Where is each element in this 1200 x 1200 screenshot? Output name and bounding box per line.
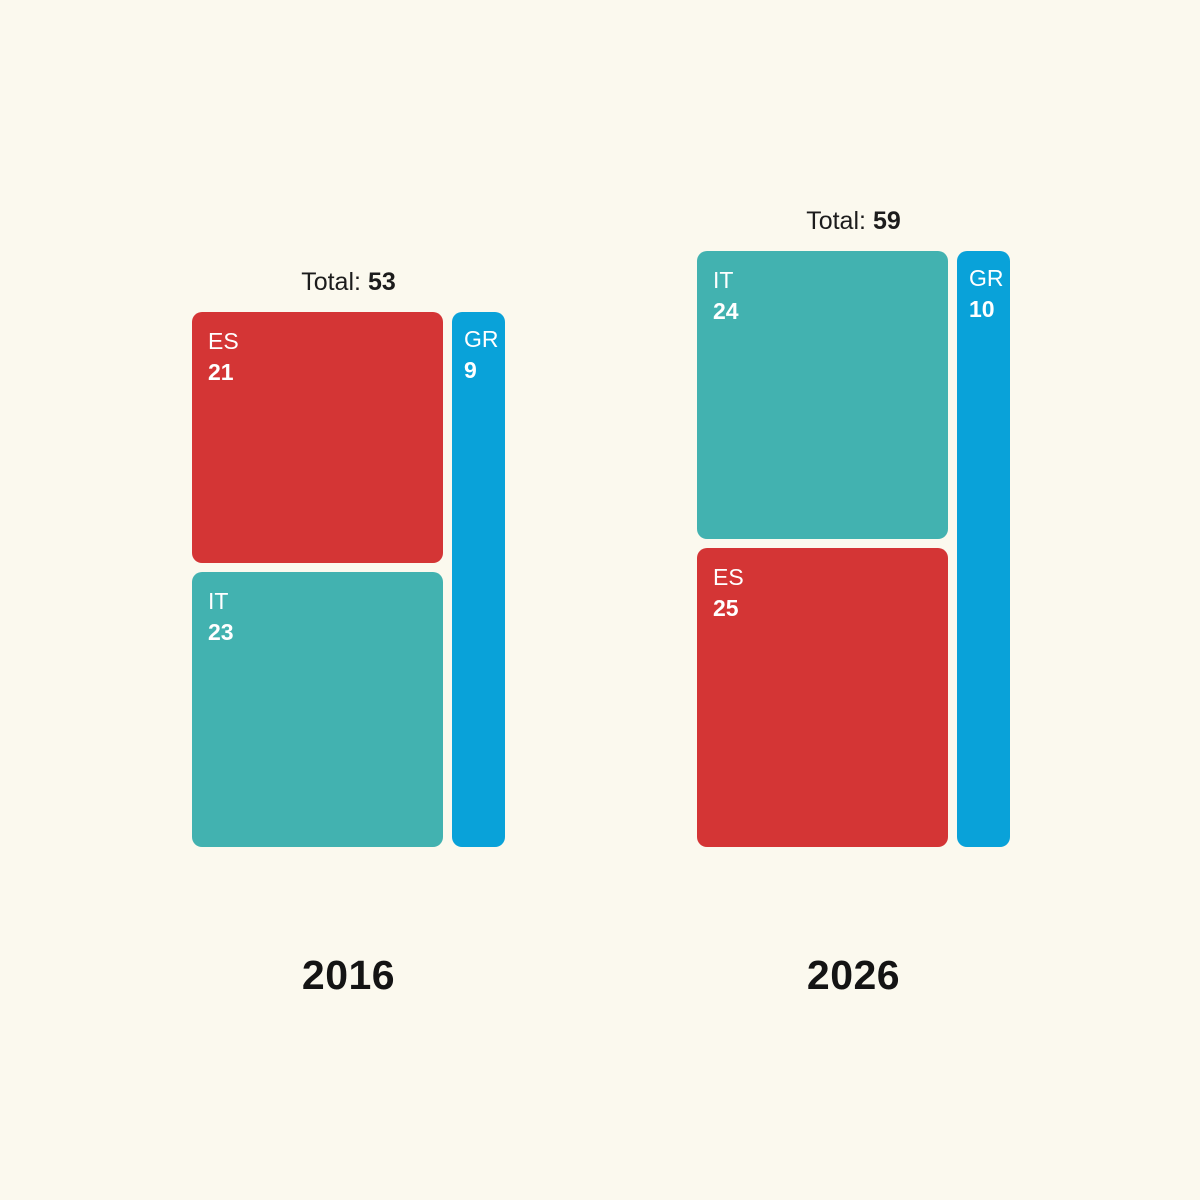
year-label: 2026 bbox=[806, 952, 901, 998]
block-es-2016: ES 21 bbox=[192, 312, 443, 563]
block-it-2026: IT 24 bbox=[697, 251, 948, 539]
block-country-code: GR bbox=[464, 326, 499, 352]
total-label: Total: 53 bbox=[192, 268, 505, 297]
block-gr-2016: GR 9 bbox=[452, 312, 505, 847]
block-value: 9 bbox=[464, 357, 477, 384]
block-value: 24 bbox=[713, 298, 739, 325]
block-country-code: ES bbox=[713, 564, 744, 590]
block-country-code: IT bbox=[208, 588, 229, 614]
block-es-2026: ES 25 bbox=[697, 548, 948, 847]
block-it-2016: IT 23 bbox=[192, 572, 443, 847]
block-country-code: GR bbox=[969, 265, 1004, 291]
total-value: 59 bbox=[872, 207, 901, 235]
year-group-2016: Total: 53 ES 21 IT 23 GR 9 2016 bbox=[192, 0, 505, 1200]
block-value: 21 bbox=[208, 359, 234, 386]
block-value: 10 bbox=[969, 296, 995, 323]
total-value: 53 bbox=[367, 268, 396, 296]
block-value: 25 bbox=[713, 595, 739, 622]
block-country-code: IT bbox=[713, 267, 734, 293]
total-label: Total: 59 bbox=[697, 207, 1010, 236]
year-group-2026: Total: 59 IT 24 ES 25 GR 10 2026 bbox=[697, 0, 1010, 1200]
year-label: 2016 bbox=[301, 952, 396, 998]
block-gr-2026: GR 10 bbox=[957, 251, 1010, 847]
total-prefix: Total: bbox=[301, 268, 361, 296]
block-country-code: ES bbox=[208, 328, 239, 354]
total-prefix: Total: bbox=[806, 207, 866, 235]
block-value: 23 bbox=[208, 619, 234, 646]
